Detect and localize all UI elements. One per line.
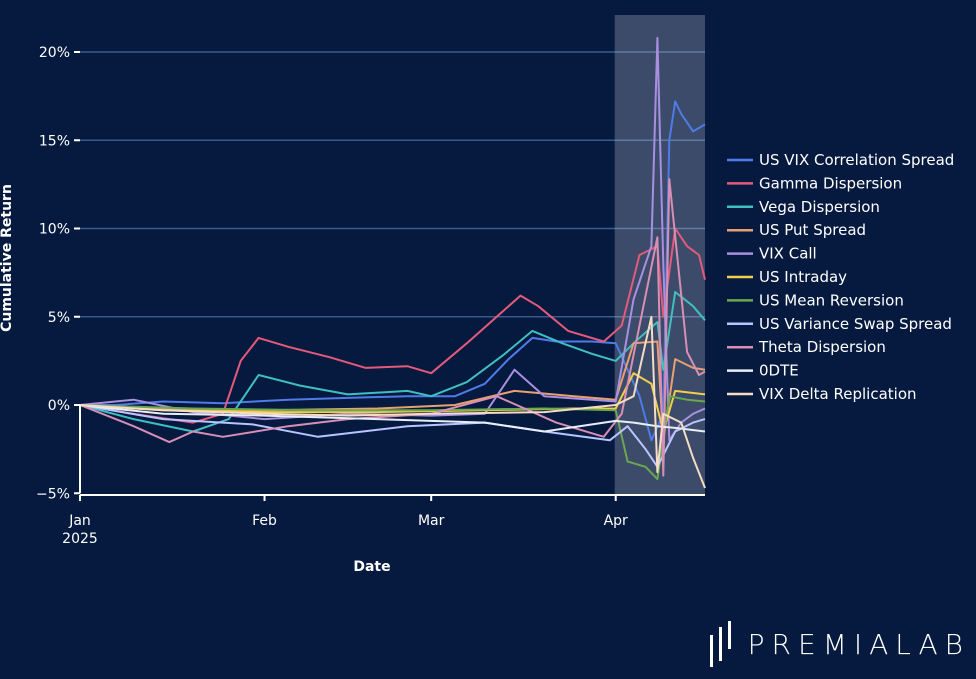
gridlines <box>80 51 705 318</box>
y-tick-label: 10% <box>39 222 70 238</box>
legend-label: VIX Delta Replication <box>759 385 917 403</box>
x-tick-label: Feb <box>252 513 277 529</box>
series-line-10 <box>79 315 706 489</box>
y-tick-label: −5% <box>36 486 70 502</box>
legend-label: Gamma Dispersion <box>759 174 902 192</box>
legend: US VIX Correlation Spread Gamma Dispersio… <box>727 151 954 403</box>
y-tick-label: 0% <box>48 398 70 414</box>
series-line-8 <box>79 178 706 477</box>
x-tick-sublabel: 2025 <box>62 531 98 547</box>
y-tick-label: 15% <box>39 133 70 149</box>
series-line-6 <box>79 395 706 481</box>
series-line-0 <box>80 100 706 442</box>
legend-label: US Put Spread <box>759 221 866 239</box>
series-line-4 <box>79 36 706 442</box>
series-line-1 <box>79 227 706 424</box>
axes: −5% 0% 5% 10% 15% 20% Jan 2025 Feb Mar Apr <box>36 45 705 547</box>
legend-label: 0DTE <box>759 362 799 380</box>
x-tick-label: Apr <box>604 513 628 529</box>
legend-label: US Variance Swap Spread <box>759 315 952 333</box>
series-lines <box>79 36 706 489</box>
legend-label: US Intraday <box>759 268 847 286</box>
y-tick-label: 20% <box>39 45 70 61</box>
premialab-logo-icon <box>709 621 731 667</box>
brand-name: PREMIALAB <box>747 627 970 661</box>
series-line-7 <box>79 404 706 468</box>
series-line-9 <box>79 404 706 433</box>
y-axis-title: Cumulative Return <box>0 184 15 332</box>
x-tick-label: Jan <box>68 513 91 529</box>
legend-label: US VIX Correlation Spread <box>759 151 954 169</box>
x-axis-title: Date <box>353 559 390 575</box>
y-tick-label: 5% <box>48 310 70 326</box>
legend-label: Vega Dispersion <box>759 198 880 216</box>
brand-logo: PREMIALAB <box>709 621 970 667</box>
x-tick-label: Mar <box>418 513 445 529</box>
series-line-2 <box>79 291 706 433</box>
legend-label: US Mean Reversion <box>759 291 904 309</box>
legend-label: VIX Call <box>759 245 817 263</box>
legend-label: Theta Dispersion <box>758 338 886 356</box>
